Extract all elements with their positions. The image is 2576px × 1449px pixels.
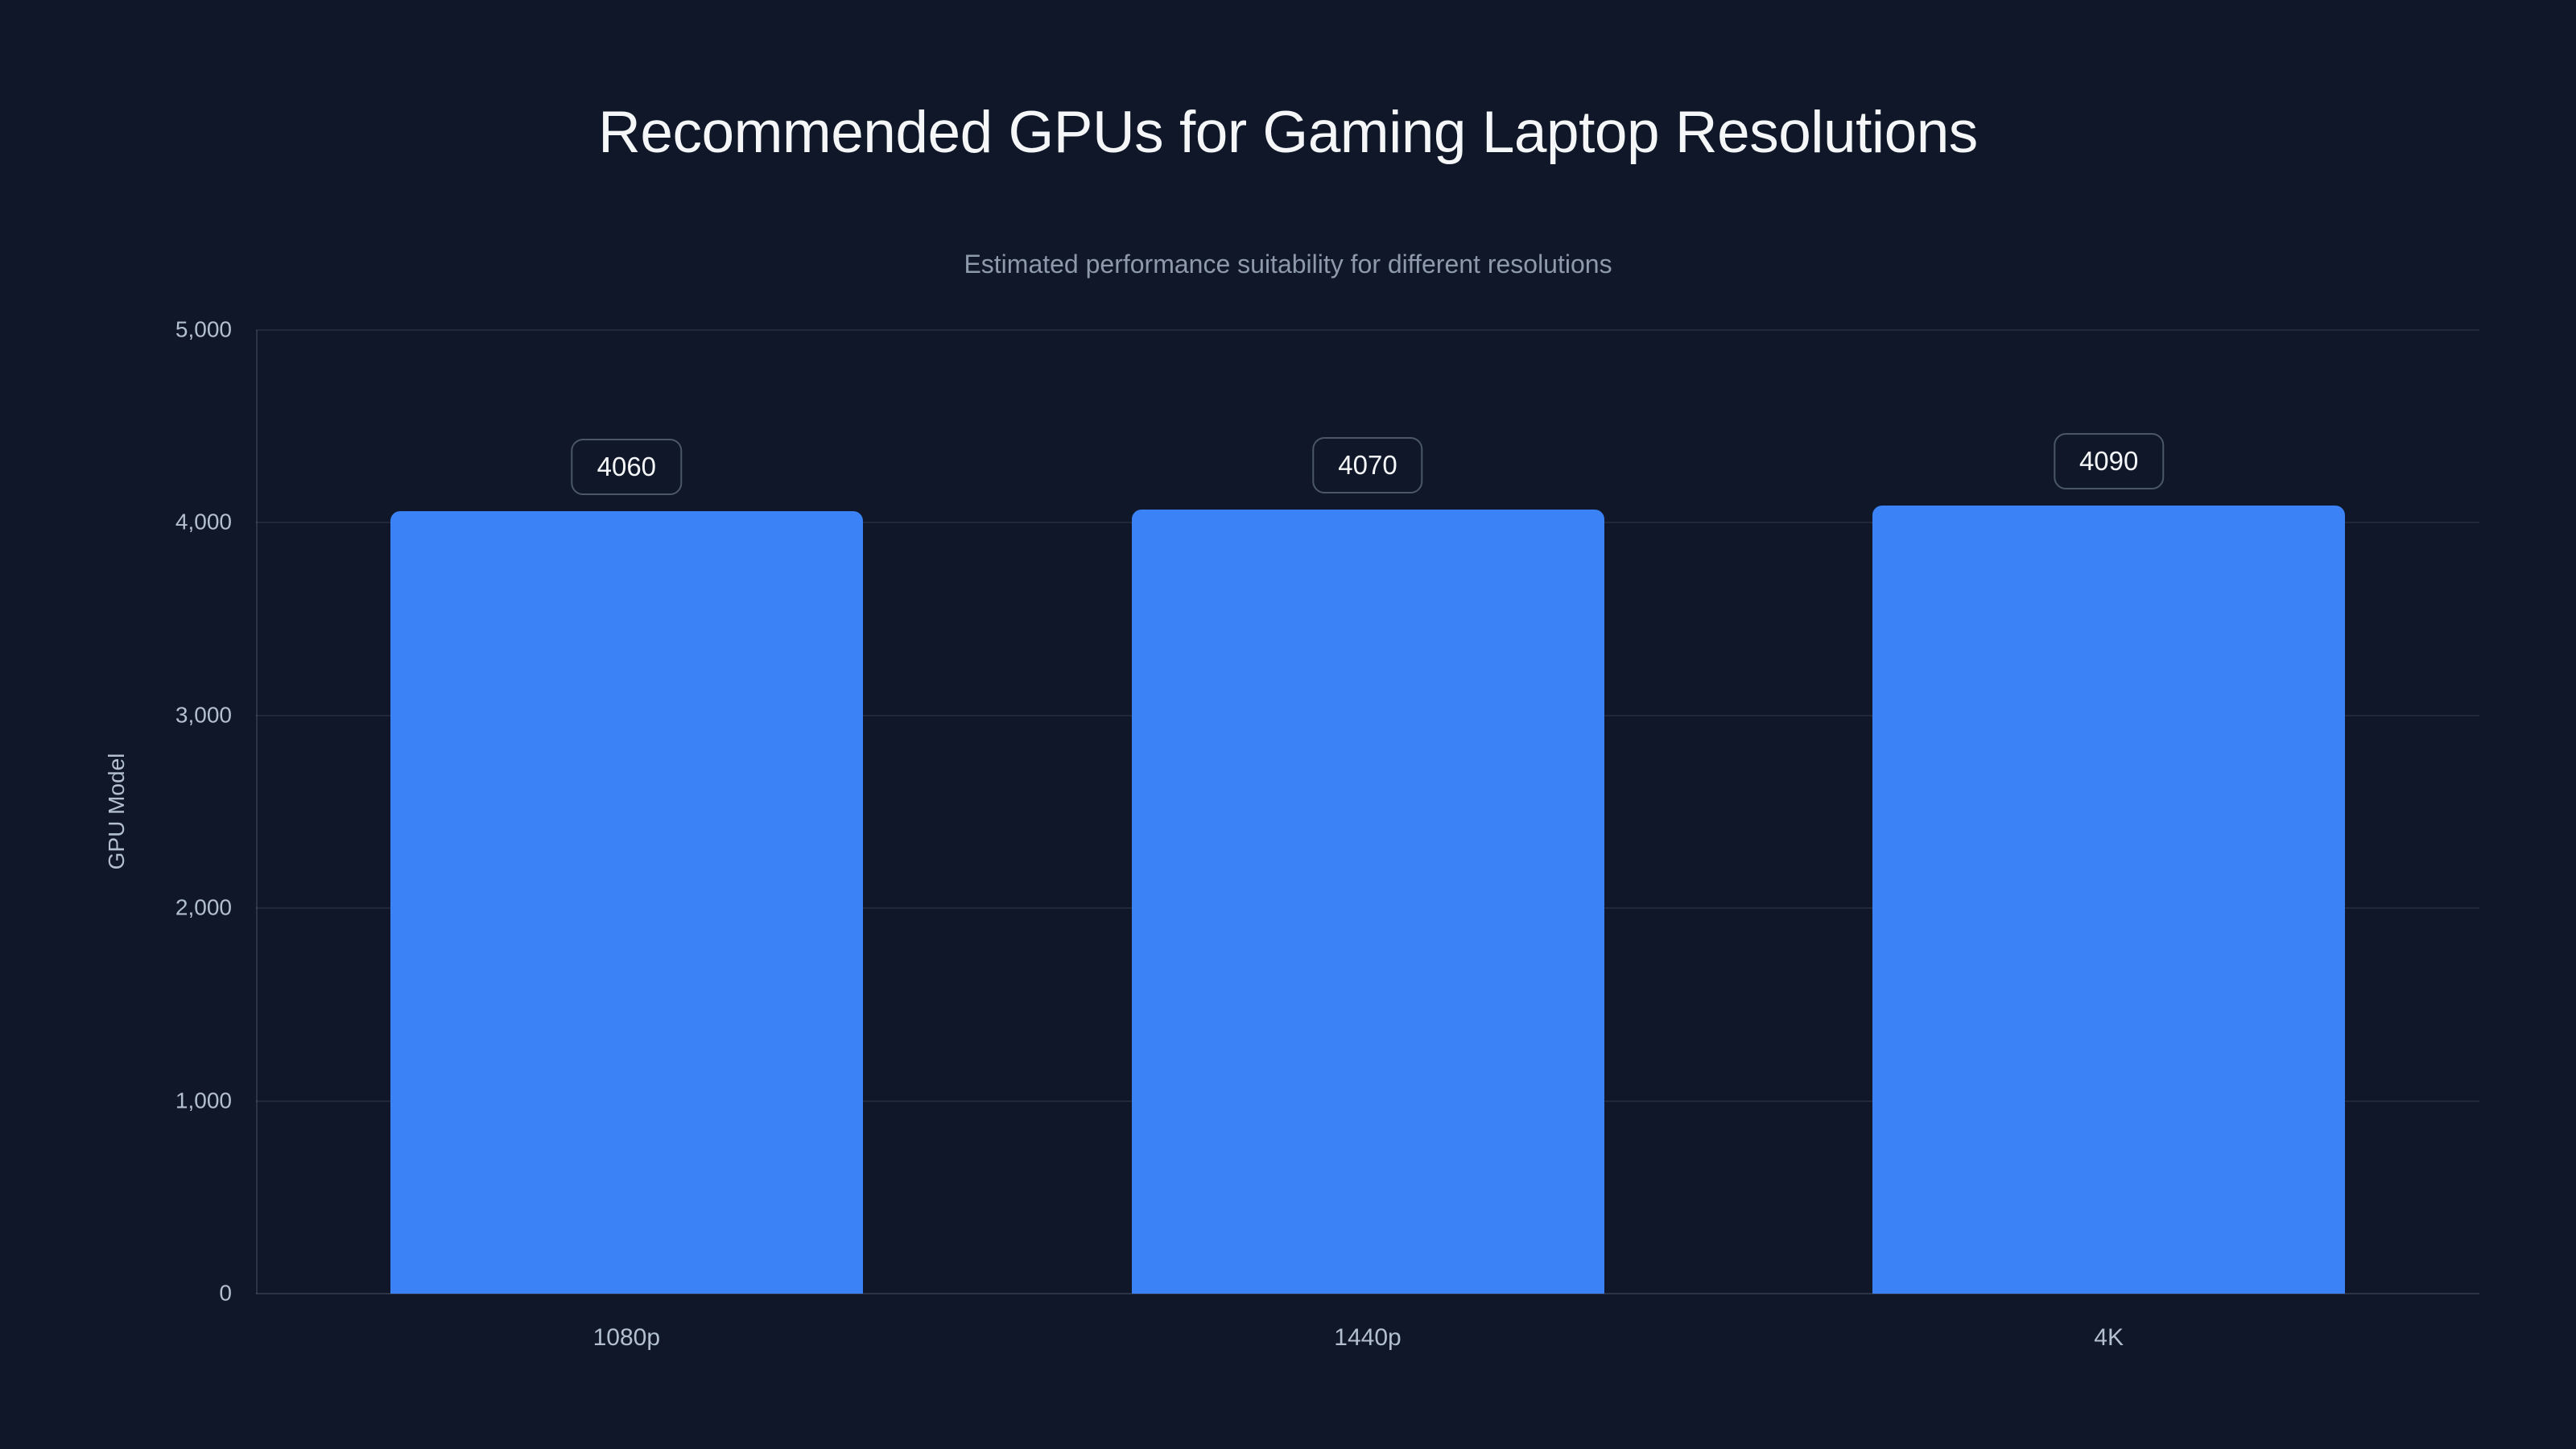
bar-value-badge-4090: 4090 [2053,432,2165,489]
bar-1440p[interactable] [1131,509,1604,1294]
y-axis-title: GPU Model [104,753,129,870]
bar-1080p[interactable] [390,511,863,1294]
chart-subtitle: Estimated performance suitability for di… [964,250,1612,279]
y-tick-label-2000: 2,000 [175,894,232,920]
gridline-5000 [256,329,2479,331]
y-tick-label-4000: 4,000 [175,509,232,535]
y-tick-label-5000: 5,000 [175,316,232,342]
y-axis-line [256,330,258,1294]
x-axis-label-1080p: 1080p [592,1324,661,1351]
bar-value-badge-4060: 4060 [571,439,683,496]
bar-4K[interactable] [1872,505,2346,1294]
x-axis-label-1440p: 1440p [1334,1324,1402,1351]
y-tick-label-3000: 3,000 [175,702,232,728]
bar-value-badge-4070: 4070 [1312,436,1423,493]
y-tick-label-0: 0 [219,1280,232,1306]
gridline-0 [256,1293,2479,1294]
y-tick-label-1000: 1,000 [175,1087,232,1113]
chart-title: Recommended GPUs for Gaming Laptop Resol… [598,100,1978,165]
x-axis-label-4K: 4K [2094,1324,2124,1351]
